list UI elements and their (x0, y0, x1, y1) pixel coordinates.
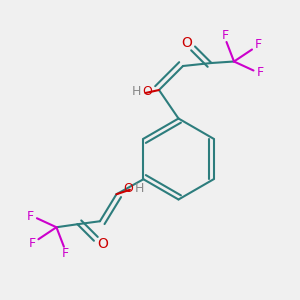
Text: F: F (27, 210, 34, 223)
Text: O: O (181, 36, 192, 50)
Text: H: H (135, 182, 145, 195)
Text: O: O (97, 237, 108, 251)
Text: F: F (255, 38, 262, 52)
Text: F: F (28, 237, 35, 250)
Text: O: O (142, 85, 152, 98)
Text: F: F (256, 65, 264, 79)
Text: O: O (124, 182, 134, 195)
Text: F: F (221, 29, 229, 42)
Text: F: F (62, 247, 69, 260)
Text: H: H (132, 85, 141, 98)
